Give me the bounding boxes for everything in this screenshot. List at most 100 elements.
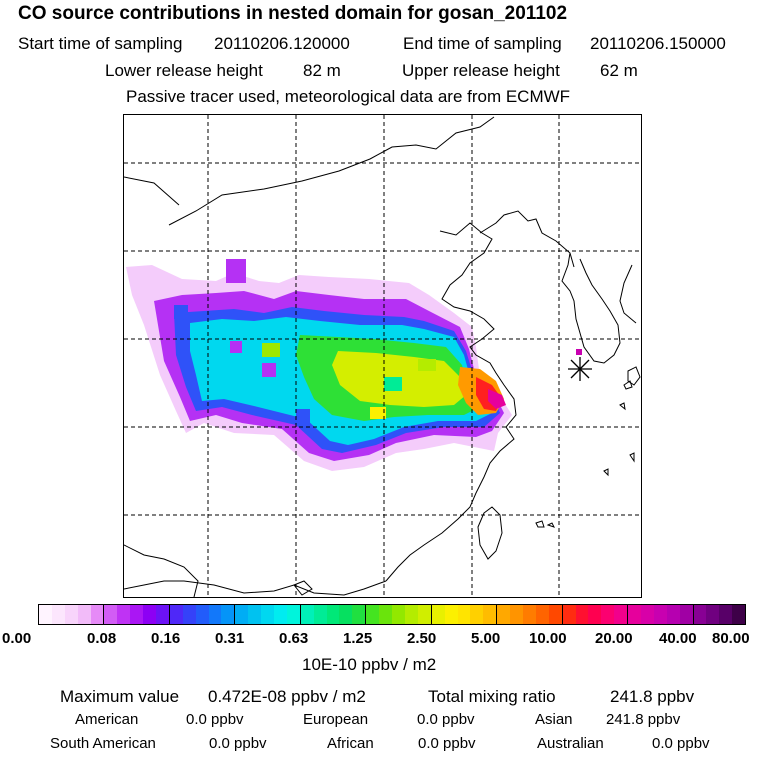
border-northeast [479,210,575,268]
plume-layer-magenta [488,389,506,409]
colorbar-swatch [719,605,733,624]
colorbar-swatch [497,605,511,624]
colorbar-swatch [64,605,78,624]
coast-south [124,580,387,596]
island-small [535,520,545,528]
island-small [623,380,633,390]
colorbar-swatch [706,605,720,624]
colorbar-swatch [339,605,353,624]
plume-patch [384,377,402,391]
colorbar-swatch [483,605,498,624]
colorbar-swatch [313,605,327,624]
colorbar-swatch [221,605,236,624]
max-value: 0.472E-08 ppbv / m2 [208,687,366,706]
colorbar-swatch [51,605,65,624]
border-north [168,116,495,226]
colorbar-swatch [326,605,340,624]
colorbar-tick: 20.00 [595,630,633,647]
tracer-note: Passive tracer used, meteorological data… [126,87,571,106]
colorbar-swatch [510,605,523,624]
colorbar-swatch [457,605,471,624]
end-time-value: 20110206.150000 [590,34,726,53]
colorbar-swatch [679,605,694,624]
colorbar [38,604,746,625]
plume-patch [576,349,582,355]
source-value: 0.0 ppbv [209,735,267,752]
plume-patch [296,409,310,423]
colorbar-swatch [548,605,563,624]
colorbar-swatch [235,605,249,624]
colorbar-swatch [666,605,680,624]
colorbar-tick: 1.25 [343,630,373,647]
colorbar-swatch [417,605,432,624]
colorbar-swatch [39,605,52,624]
plume-patch [174,305,188,319]
colorbar-tick: 0.16 [151,630,181,647]
concentration-plume [126,259,582,471]
source-name: American [75,711,139,728]
colorbar-swatch [444,605,458,624]
source-name: South American [50,735,156,752]
asterisk-icon [568,357,592,381]
plume-patch [262,343,280,357]
plume-patch [214,371,232,385]
source-value: 0.0 ppbv [417,711,475,728]
coast-korea [561,252,621,364]
source-value: 0.0 ppbv [418,735,476,752]
colorbar-swatch [693,605,707,624]
colorbar-swatch [77,605,91,624]
colorbar-swatch [640,605,654,624]
colorbar-swatch [182,605,196,624]
colorbar-swatch [535,605,549,624]
colorbar-swatch [392,605,405,624]
colorbar-tick: 0.31 [215,630,245,647]
colorbar-swatch [379,605,393,624]
colorbar-swatch [90,605,105,624]
lower-height-value: 82 m [303,61,341,80]
island-small [603,468,609,477]
colorbar-swatch [274,605,287,624]
plume-patch [418,359,436,371]
island-small [546,522,555,528]
coast-bohai [385,222,517,582]
plume-patch [226,259,246,283]
colorbar-swatch [169,605,183,624]
kyushu [627,366,641,386]
colorbar-swatch [208,605,222,624]
border-southwest [124,544,199,597]
colorbar-swatch [628,605,641,624]
colorbar-swatch [130,605,144,624]
colorbar-units: 10E-10 ppbv / m2 [302,655,437,674]
start-time-label: Start time of sampling [18,34,183,53]
map-panel [123,114,642,598]
colorbar-swatch [732,605,746,624]
colorbar-swatch [300,605,314,624]
taiwan [477,506,503,560]
map-title: CO source contributions in nested domain… [18,3,568,24]
colorbar-swatch [286,605,301,624]
start-time-value: 20110206.120000 [214,34,350,53]
colorbar-swatch [143,605,157,624]
colorbar-swatch [522,605,536,624]
lower-height-label: Lower release height [105,61,263,80]
plume-patch [230,341,242,353]
source-value: 0.0 ppbv [186,711,244,728]
colorbar-tick: 10.00 [529,630,567,647]
colorbar-swatch [366,605,380,624]
upper-height-value: 62 m [600,61,638,80]
source-name: European [303,711,369,728]
colorbar-tick: 0.08 [87,630,117,647]
colorbar-swatch [562,605,576,624]
colorbar-swatch [261,605,275,624]
colorbar-swatch [653,605,667,624]
border-mongolia [124,176,180,206]
max-value-label: Maximum value [60,687,180,706]
hainan [293,580,313,596]
colorbar-swatch [195,605,209,624]
colorbar-swatch [156,605,170,624]
source-name: African [327,735,374,752]
colorbar-tick: 0.63 [279,630,309,647]
colorbar-swatch [601,605,615,624]
source-name: Asian [535,711,573,728]
colorbar-tick: 0.00 [2,630,32,647]
